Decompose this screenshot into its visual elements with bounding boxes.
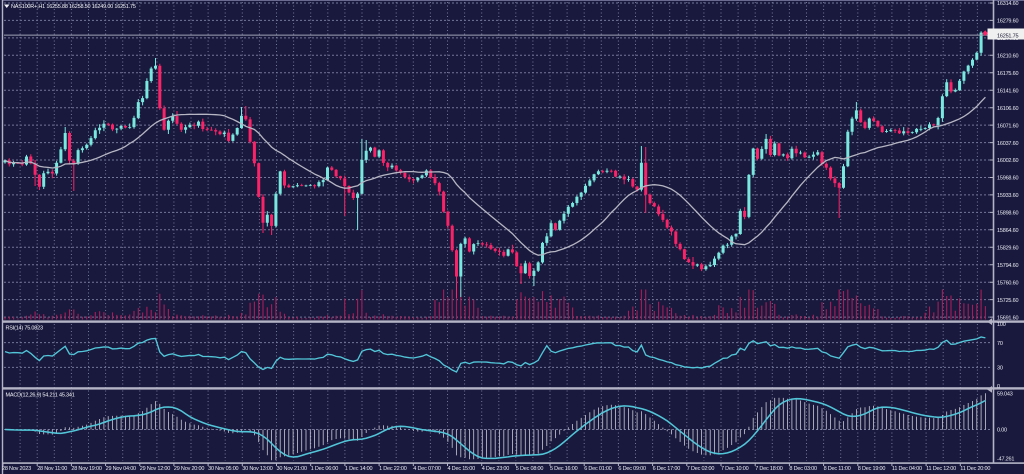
svg-text:4 Dec 23:00: 4 Dec 23:00 <box>482 466 510 472</box>
svg-text:30: 30 <box>997 366 1003 372</box>
svg-text:7 Dec 02:00: 7 Dec 02:00 <box>687 466 715 472</box>
svg-text:15864.60: 15864.60 <box>997 228 1018 234</box>
svg-text:0.00: 0.00 <box>997 428 1007 434</box>
svg-text:16210.60: 16210.60 <box>997 54 1018 60</box>
svg-text:16175.60: 16175.60 <box>997 71 1018 77</box>
svg-text:16314.60: 16314.60 <box>997 1 1018 7</box>
svg-text:70: 70 <box>997 341 1003 347</box>
svg-text:NAS100R+,H1 16255.88 16258.5: NAS100R+,H1 16255.88 16258.50 16249.00 1… <box>11 4 136 10</box>
svg-text:15794.60: 15794.60 <box>997 263 1018 269</box>
svg-text:29 Nov 04:00: 29 Nov 04:00 <box>106 466 136 472</box>
svg-text:11 Dec 20:00: 11 Dec 20:00 <box>960 466 990 472</box>
svg-text:29 Nov 20:00: 29 Nov 20:00 <box>174 466 204 472</box>
svg-text:16106.60: 16106.60 <box>997 106 1018 112</box>
svg-text:29 Nov 12:00: 29 Nov 12:00 <box>140 466 170 472</box>
svg-text:28 Nov 2023: 28 Nov 2023 <box>2 466 31 472</box>
svg-text:15933.60: 15933.60 <box>997 193 1018 199</box>
svg-text:16141.60: 16141.60 <box>997 89 1018 95</box>
svg-text:-47.261: -47.261 <box>997 457 1014 463</box>
svg-text:MACD(12,26,9) 54.211 45.341: MACD(12,26,9) 54.211 45.341 <box>6 393 75 399</box>
svg-text:30 Nov 05:00: 30 Nov 05:00 <box>208 466 238 472</box>
svg-text:8 Dec 11:00: 8 Dec 11:00 <box>824 466 851 472</box>
svg-text:5 Dec 16:00: 5 Dec 16:00 <box>550 466 578 472</box>
svg-text:4 Dec 15:00: 4 Dec 15:00 <box>448 466 476 472</box>
svg-text:6 Dec 17:00: 6 Dec 17:00 <box>653 466 681 472</box>
svg-text:15760.60: 15760.60 <box>997 280 1018 286</box>
svg-text:30 Nov 21:00: 30 Nov 21:00 <box>277 466 307 472</box>
svg-text:30 Nov 13:00: 30 Nov 13:00 <box>242 466 272 472</box>
svg-text:16251.75: 16251.75 <box>997 33 1018 39</box>
svg-text:15725.60: 15725.60 <box>997 298 1018 304</box>
svg-text:11 Dec 12:00: 11 Dec 12:00 <box>926 466 956 472</box>
svg-text:28 Nov 11:00: 28 Nov 11:00 <box>37 466 67 472</box>
svg-text:8 Dec 19:00: 8 Dec 19:00 <box>858 466 886 472</box>
svg-text:5 Dec 08:00: 5 Dec 08:00 <box>516 466 544 472</box>
svg-text:8 Dec 03:00: 8 Dec 03:00 <box>789 466 817 472</box>
svg-text:11 Dec 04:00: 11 Dec 04:00 <box>892 466 922 472</box>
svg-text:15829.60: 15829.60 <box>997 246 1018 252</box>
svg-text:7 Dec 10:00: 7 Dec 10:00 <box>721 466 749 472</box>
svg-text:15968.60: 15968.60 <box>997 176 1018 182</box>
svg-text:16037.60: 16037.60 <box>997 141 1018 147</box>
svg-text:100: 100 <box>997 322 1006 328</box>
svg-text:1 Dec 22:00: 1 Dec 22:00 <box>379 466 407 472</box>
svg-text:6 Dec 09:00: 6 Dec 09:00 <box>618 466 646 472</box>
svg-text:6 Dec 01:00: 6 Dec 01:00 <box>584 466 612 472</box>
svg-text:1 Dec 06:00: 1 Dec 06:00 <box>311 466 339 472</box>
svg-text:16071.60: 16071.60 <box>997 123 1018 129</box>
svg-text:16002.60: 16002.60 <box>997 158 1018 164</box>
svg-text:28 Nov 19:00: 28 Nov 19:00 <box>71 466 101 472</box>
svg-text:59.043: 59.043 <box>997 392 1013 398</box>
svg-text:15691.60: 15691.60 <box>997 315 1018 321</box>
svg-text:16279.60: 16279.60 <box>997 19 1018 25</box>
svg-text:7 Dec 18:00: 7 Dec 18:00 <box>755 466 783 472</box>
svg-text:15898.60: 15898.60 <box>997 211 1018 217</box>
svg-text:RSI(14) 75.0823: RSI(14) 75.0823 <box>6 326 43 332</box>
svg-text:4 Dec 07:00: 4 Dec 07:00 <box>413 466 441 472</box>
svg-text:1 Dec 14:00: 1 Dec 14:00 <box>345 466 373 472</box>
svg-text:0: 0 <box>997 384 1000 390</box>
